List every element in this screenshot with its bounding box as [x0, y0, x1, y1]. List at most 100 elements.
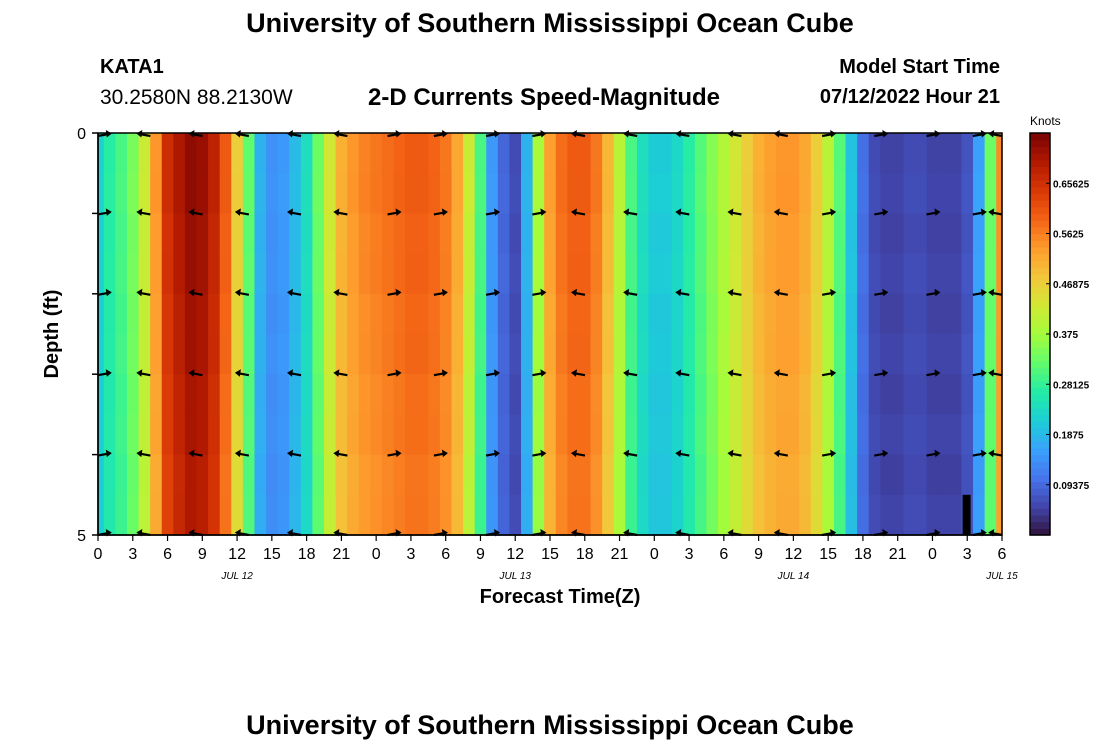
heatmap-cell: [833, 293, 847, 335]
heatmap-cell: [625, 293, 638, 335]
heatmap-cell: [578, 293, 592, 335]
heatmap-cell: [787, 173, 800, 214]
heatmap-cell: [822, 293, 835, 335]
heatmap-cell: [984, 173, 997, 214]
heatmap-cell: [184, 173, 198, 214]
heatmap-cell: [254, 293, 267, 335]
heatmap-cell: [741, 414, 754, 456]
x-tick-label: 9: [476, 546, 485, 563]
heatmap-cell: [126, 213, 140, 255]
colorbar-tick-label: 0.1875: [1053, 431, 1084, 442]
heatmap-cell: [161, 334, 174, 375]
heatmap-cell: [833, 133, 847, 174]
vector-arrow: [136, 288, 151, 297]
heatmap-cell: [868, 494, 881, 536]
heatmap-cell: [335, 374, 348, 415]
heatmap-cell: [126, 374, 140, 415]
heatmap-cell: [381, 374, 395, 415]
heatmap-cell: [370, 133, 383, 174]
heatmap-cell: [196, 213, 209, 255]
x-tick-label: 6: [998, 546, 1007, 563]
heatmap-cell: [915, 494, 928, 536]
colorbar-segment: [1030, 240, 1050, 248]
heatmap-cell: [138, 213, 151, 255]
heatmap-cell: [590, 173, 603, 214]
heatmap-cell: [497, 173, 511, 214]
heatmap-cell: [173, 253, 186, 295]
heatmap-cell: [242, 213, 256, 255]
heatmap-cell: [648, 293, 661, 335]
heatmap-cell: [961, 253, 974, 295]
heatmap-cell: [996, 253, 1003, 295]
colorbar-segment: [1030, 153, 1050, 161]
heatmap-cell: [671, 253, 684, 295]
heatmap-cell: [521, 133, 534, 174]
heatmap-cell: [474, 173, 487, 214]
heatmap-cell: [996, 494, 1003, 536]
heatmap-cell: [242, 173, 256, 214]
colorbar-segment: [1030, 253, 1050, 261]
heatmap-cell: [578, 454, 592, 496]
heatmap-cell: [961, 414, 974, 456]
heatmap-cell: [393, 253, 406, 295]
colorbar-segment: [1030, 461, 1050, 469]
vector-arrow: [136, 369, 151, 377]
colorbar-segment: [1030, 186, 1050, 194]
vector-arrow: [926, 449, 941, 458]
heatmap-cell: [648, 133, 661, 174]
heatmap-cell: [474, 374, 487, 415]
heatmap-cell: [254, 454, 267, 496]
heatmap-cell: [822, 374, 835, 415]
heatmap-cell: [915, 414, 928, 456]
heatmap-cell: [509, 334, 522, 375]
heatmap-cell: [103, 173, 116, 214]
heatmap-cell: [660, 173, 673, 214]
vector-arrow: [97, 208, 112, 216]
page-title: University of Southern Mississippi Ocean…: [246, 8, 854, 38]
heatmap-cell: [822, 133, 835, 174]
heatmap-cell: [324, 334, 337, 375]
heatmap-cell: [996, 173, 1003, 214]
heatmap-cell: [370, 494, 383, 536]
heatmap-cell: [868, 374, 881, 415]
vector-arrow: [188, 208, 203, 216]
heatmap-cell: [126, 454, 140, 496]
heatmap-cell: [868, 293, 881, 335]
heatmap-cell: [335, 213, 348, 255]
heatmap-cell: [694, 454, 708, 496]
heatmap-cell: [555, 414, 568, 456]
heatmap-cell: [938, 454, 951, 496]
vector-arrow: [727, 449, 742, 458]
heatmap-cell: [984, 414, 997, 456]
heatmap-cell: [810, 133, 823, 174]
x-tick-label: 18: [576, 546, 594, 563]
heatmap-cell: [103, 334, 116, 375]
heatmap-cell: [208, 454, 221, 496]
heatmap-cell: [903, 133, 916, 174]
heatmap-cell: [764, 494, 777, 536]
heatmap-cell: [173, 334, 186, 375]
heatmap-cell: [277, 374, 290, 415]
heatmap-cell: [996, 414, 1003, 456]
heatmap-cell: [370, 454, 383, 496]
heatmap-cell: [405, 414, 418, 456]
x-tick-label: 12: [506, 546, 524, 563]
heatmap-cell: [776, 414, 789, 456]
heatmap-cell: [242, 253, 256, 295]
heatmap-cell: [266, 213, 279, 255]
heatmap-cell: [660, 133, 673, 174]
heatmap-cell: [393, 173, 406, 214]
heatmap-cell: [857, 374, 870, 415]
heatmap-cell: [381, 253, 395, 295]
heatmap-cell: [335, 133, 348, 174]
heatmap-cell: [555, 374, 568, 415]
heatmap-cell: [938, 414, 951, 456]
heatmap-cell: [451, 334, 464, 375]
heatmap-cell: [880, 173, 893, 214]
heatmap-cell: [115, 494, 128, 536]
heatmap-cell: [358, 334, 371, 375]
heatmap-cell: [578, 253, 592, 295]
heatmap-cell: [868, 253, 881, 295]
heatmap-cell: [706, 414, 719, 456]
heatmap-cell: [451, 293, 464, 335]
